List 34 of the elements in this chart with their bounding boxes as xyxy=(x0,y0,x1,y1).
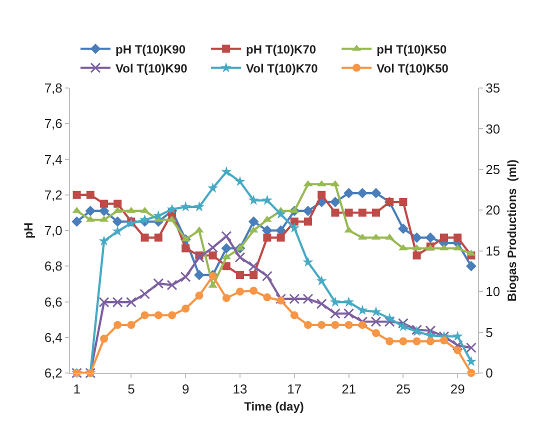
y-tick-label: 7,0 xyxy=(44,223,62,238)
legend-label: Vol T(10)K50 xyxy=(376,61,449,76)
y-tick-label: 6,4 xyxy=(44,330,62,345)
x-tick-label: 17 xyxy=(287,382,302,397)
y2-tick-label: 20 xyxy=(486,202,500,218)
legend-label: pH T(10)K50 xyxy=(376,42,447,56)
x-tick-label: 25 xyxy=(396,382,410,397)
y-tick-label: 7,2 xyxy=(44,187,62,202)
y2-tick-label: 5 xyxy=(486,324,493,340)
y2-axis-title: Biogas Productions (ml) xyxy=(504,159,519,302)
y-tick-label: 7,6 xyxy=(44,116,62,132)
x-tick-label: 29 xyxy=(450,382,465,397)
y2-tick-label: 0 xyxy=(486,366,493,381)
y2-tick-label: 10 xyxy=(486,284,500,300)
x-tick-label: 13 xyxy=(232,382,248,397)
legend-label: pH T(10)K90 xyxy=(116,42,186,56)
y-axis-title: pH xyxy=(22,222,36,238)
x-tick-label: 21 xyxy=(342,382,356,397)
x-tick-label: 1 xyxy=(73,382,80,397)
y2-tick-label: 35 xyxy=(486,80,500,96)
legend-label: Vol T(10)K90 xyxy=(116,61,188,76)
y-tick-label: 6,2 xyxy=(44,366,62,381)
y-tick-label: 6,6 xyxy=(44,294,62,310)
x-axis-title: Time (day) xyxy=(244,400,304,414)
y-tick-label: 7,4 xyxy=(44,152,62,167)
x-tick-label: 5 xyxy=(128,382,135,397)
y-tick-label: 7,8 xyxy=(44,80,62,96)
y2-tick-label: 25 xyxy=(486,162,500,177)
legend-label: pH T(10)K70 xyxy=(246,42,316,56)
legend-label: Vol T(10)K70 xyxy=(246,61,318,76)
y2-tick-label: 15 xyxy=(486,243,500,258)
y-tick-label: 6,8 xyxy=(44,258,62,274)
x-tick-label: 9 xyxy=(182,382,190,397)
y2-tick-label: 30 xyxy=(486,121,500,136)
